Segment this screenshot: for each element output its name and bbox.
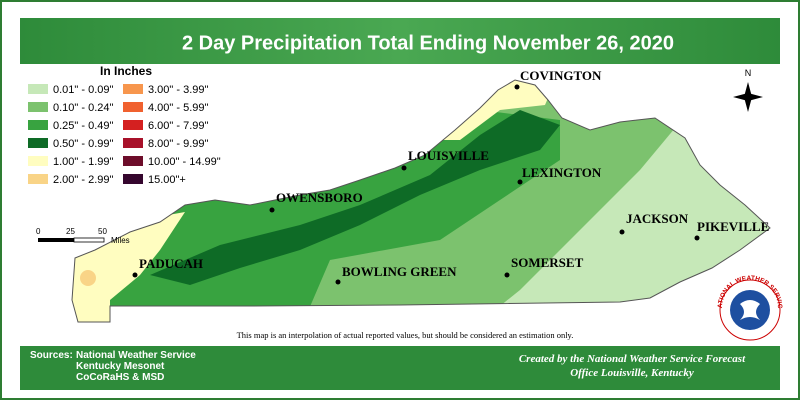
legend-label: 0.25" - 0.49" <box>53 120 113 132</box>
north-label: N <box>745 68 752 78</box>
legend-swatch <box>123 84 143 94</box>
legend: In Inches 0.01" - 0.09" 0.10" - 0.24" 0.25… <box>28 64 221 186</box>
city-label: LEXINGTON <box>522 165 602 180</box>
city-label: PADUCAH <box>139 256 203 271</box>
city-marker <box>514 84 520 90</box>
legend-label: 2.00" - 2.99" <box>53 174 113 186</box>
credit: Created by the National Weather Service … <box>519 353 746 365</box>
legend-swatch <box>28 120 48 130</box>
city-label: LOUISVILLE <box>408 148 489 163</box>
scale-bar: Miles 0 25 50 <box>36 227 130 245</box>
city-marker <box>694 235 700 241</box>
legend-swatch <box>123 156 143 166</box>
legend-swatch <box>123 102 143 112</box>
scale-tick-label: 25 <box>66 227 75 236</box>
city-marker <box>504 272 510 278</box>
north-arrow: N <box>733 68 763 112</box>
legend-label: 6.00" - 7.99" <box>148 120 208 132</box>
legend-label: 3.00" - 3.99" <box>148 84 208 96</box>
legend-label: 0.50" - 0.99" <box>53 138 113 150</box>
legend-swatch <box>123 174 143 184</box>
legend-label: 4.00" - 5.99" <box>148 102 208 114</box>
legend-swatch <box>123 120 143 130</box>
city-marker <box>517 179 523 185</box>
legend-swatch <box>28 138 48 148</box>
city-label: PIKEVILLE <box>697 219 769 234</box>
city-marker <box>619 229 625 235</box>
zone <box>80 270 96 286</box>
legend-swatch <box>28 84 48 94</box>
footer <box>20 346 780 390</box>
source: Kentucky Mesonet <box>76 361 165 372</box>
source: National Weather Service <box>76 350 196 361</box>
scale-tick-label: 50 <box>98 227 107 236</box>
legend-label: 8.00" - 9.99" <box>148 138 208 150</box>
legend-label: 1.00" - 1.99" <box>53 156 113 168</box>
sources-label: Sources: <box>30 350 73 361</box>
city-marker <box>401 165 407 171</box>
legend-label: 10.00" - 14.99" <box>148 156 221 168</box>
legend-label: 0.10" - 0.24" <box>53 102 113 114</box>
city-label: BOWLING GREEN <box>342 264 457 279</box>
legend-swatch <box>28 174 48 184</box>
credit: Office Louisville, Kentucky <box>570 367 694 379</box>
title-bar <box>20 18 780 64</box>
city-marker <box>269 207 275 213</box>
cities: COVINGTON LOUISVILLE LEXINGTON OWENSBORO… <box>132 68 769 285</box>
city-label: COVINGTON <box>520 68 602 83</box>
city-label: JACKSON <box>626 211 689 226</box>
city-marker <box>132 272 138 278</box>
legend-swatch <box>28 156 48 166</box>
legend-swatch <box>123 138 143 148</box>
city-label: OWENSBORO <box>276 190 363 205</box>
scale-tick-label: 0 <box>36 227 41 236</box>
legend-label: 0.01" - 0.09" <box>53 84 113 96</box>
scale-seg <box>38 238 74 242</box>
legend-swatch <box>28 102 48 112</box>
legend-label: 15.00"+ <box>148 174 186 186</box>
legend-title: In Inches <box>100 64 152 78</box>
zone <box>150 110 560 285</box>
city-marker <box>335 279 341 285</box>
source: CoCoRaHS & MSD <box>76 372 164 383</box>
scale-seg <box>73 237 105 243</box>
title: 2 Day Precipitation Total Ending Novembe… <box>182 32 674 54</box>
scale-unit: Miles <box>111 236 130 245</box>
disclaimer: This map is an interpolation of actual r… <box>237 330 574 340</box>
city-label: SOMERSET <box>511 255 584 270</box>
